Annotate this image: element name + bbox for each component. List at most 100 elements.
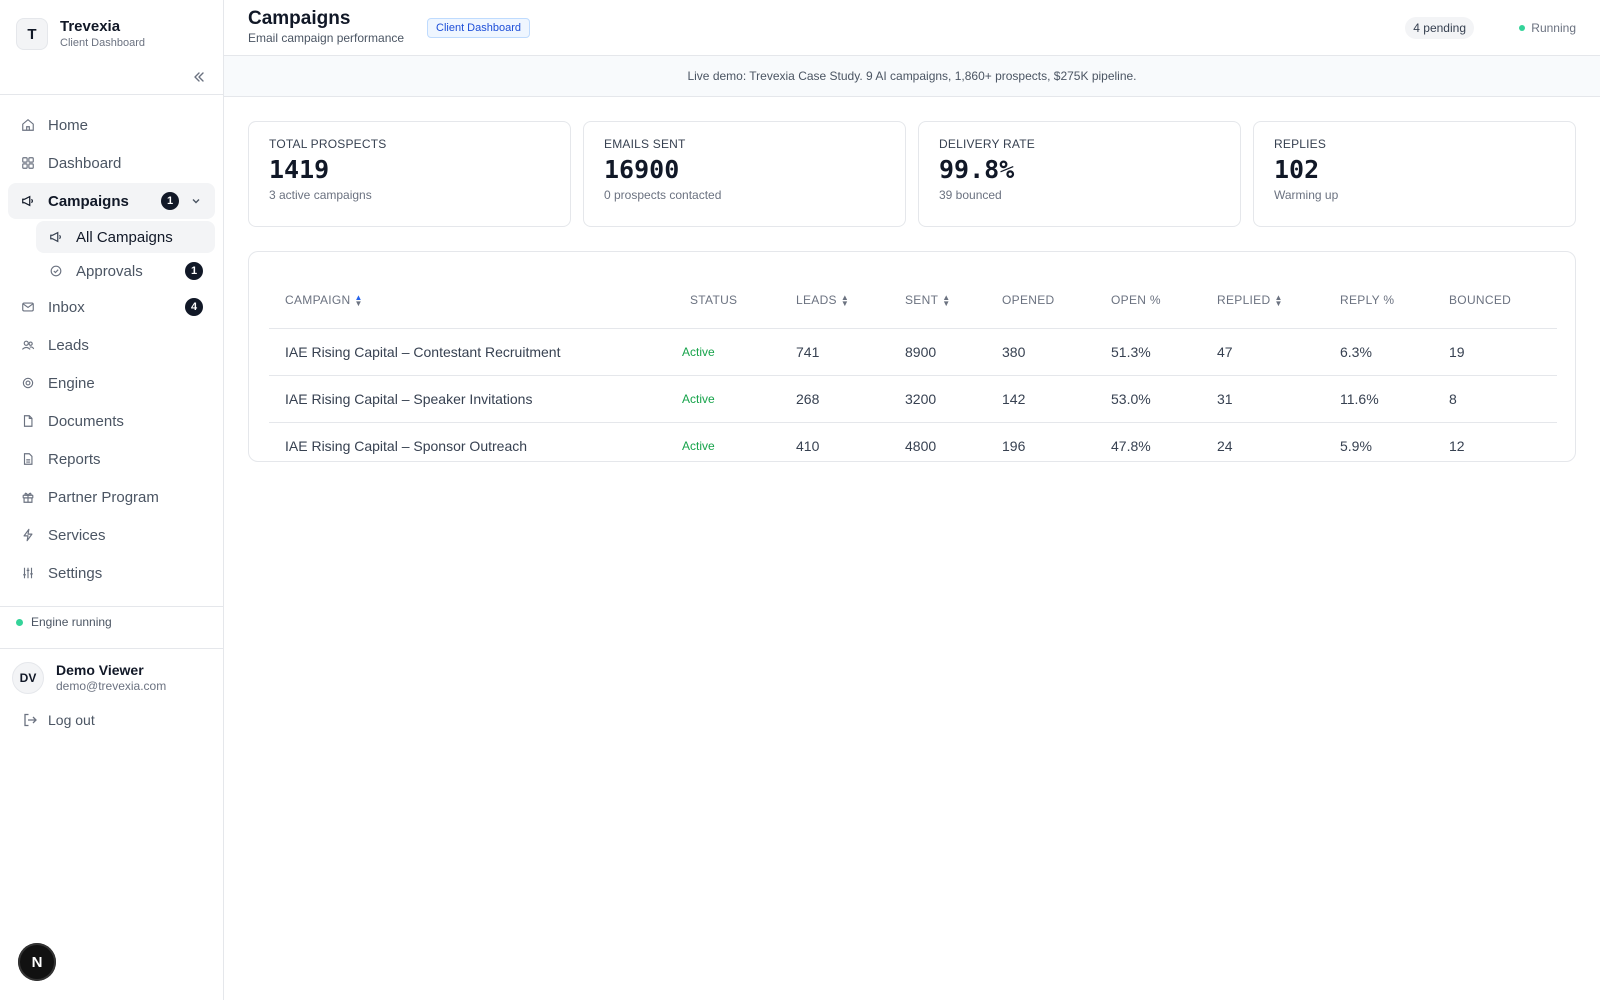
campaigns-table-card: CAMPAIGN ▲ ▼ STATUS LEADS ▲ ▼ SENT ▲ ▼ OPENED … bbox=[248, 251, 1576, 462]
sidebar-item-campaigns[interactable]: Campaigns 1 bbox=[8, 183, 215, 219]
cell-reply-rate: 11.6% bbox=[1324, 375, 1433, 423]
status-badge: Active bbox=[674, 328, 780, 376]
sidebar-item-all-campaigns[interactable]: All Campaigns bbox=[36, 221, 215, 253]
home-icon bbox=[20, 117, 36, 133]
sidebar-nav: Home Dashboard Campaigns 1 All Campaigns… bbox=[8, 107, 215, 593]
brand[interactable]: T Trevexia Client Dashboard bbox=[0, 0, 223, 68]
stat-cards: TOTAL PROSPECTS 1419 3 active campaigns … bbox=[248, 121, 1576, 227]
cell-replied: 47 bbox=[1201, 328, 1324, 376]
sidebar-item-label: Services bbox=[48, 526, 106, 544]
stat-note: 0 prospects contacted bbox=[604, 188, 722, 202]
column-header-opened: OPENED bbox=[986, 272, 1095, 329]
user-name: Demo Viewer bbox=[56, 662, 144, 678]
brand-name: Trevexia bbox=[60, 18, 121, 35]
sort-icon[interactable]: ▲ ▼ bbox=[1274, 292, 1283, 308]
cell-open-rate: 53.0% bbox=[1095, 375, 1201, 423]
sort-icon[interactable]: ▲ ▼ bbox=[354, 292, 363, 308]
stat-note: 39 bounced bbox=[939, 188, 1002, 202]
campaign-name[interactable]: IAE Rising Capital – Speaker Invitations bbox=[269, 375, 674, 423]
column-header-campaign[interactable]: CAMPAIGN ▲ ▼ bbox=[269, 272, 674, 329]
logout-button[interactable]: Log out bbox=[22, 712, 95, 728]
file-icon bbox=[20, 413, 36, 429]
stat-card-replies: REPLIES 102 Warming up bbox=[1253, 121, 1576, 227]
cog-icon bbox=[20, 375, 36, 391]
sidebar-item-approvals[interactable]: Approvals 1 bbox=[36, 255, 215, 287]
status-badge: Active bbox=[682, 438, 715, 453]
cell-replied: 31 bbox=[1201, 375, 1324, 423]
sidebar-item-dashboard[interactable]: Dashboard bbox=[8, 145, 215, 181]
engine-status-label: Engine running bbox=[31, 615, 112, 629]
client-dashboard-tag: Client Dashboard bbox=[427, 18, 530, 38]
gift-icon bbox=[20, 489, 36, 505]
check-circle-icon bbox=[48, 263, 64, 279]
user-profile[interactable]: DV Demo Viewer demo@trevexia.com bbox=[12, 662, 166, 694]
sidebar-item-partner-program[interactable]: Partner Program bbox=[8, 479, 215, 515]
column-header-sent[interactable]: SENT ▲ ▼ bbox=[889, 272, 986, 329]
stat-value: 1419 bbox=[269, 155, 330, 184]
sidebar-divider bbox=[0, 606, 223, 607]
sidebar-item-label: Engine bbox=[48, 374, 95, 392]
sidebar-item-home[interactable]: Home bbox=[8, 107, 215, 143]
brand-subtitle: Client Dashboard bbox=[60, 37, 145, 49]
sort-icon[interactable]: ▲ ▼ bbox=[942, 292, 951, 308]
cell-opened: 142 bbox=[986, 375, 1095, 423]
sidebar-item-label: Home bbox=[48, 116, 89, 134]
pending-badge[interactable]: 4 pending bbox=[1405, 17, 1474, 39]
cell-sent: 8900 bbox=[889, 328, 986, 376]
sidebar-item-reports[interactable]: Reports bbox=[8, 441, 215, 477]
stat-card-emails-sent: EMAILS SENT 16900 0 prospects contacted bbox=[583, 121, 906, 227]
sidebar-item-services[interactable]: Services bbox=[8, 517, 215, 553]
sidebar-item-label: Reports bbox=[48, 450, 101, 468]
sliders-icon bbox=[20, 565, 36, 581]
sidebar-item-inbox[interactable]: Inbox 4 bbox=[8, 289, 215, 325]
chevron-down-icon[interactable] bbox=[189, 194, 203, 208]
campaign-name[interactable]: IAE Rising Capital – Contestant Recruitm… bbox=[269, 328, 674, 376]
grid-icon bbox=[20, 155, 36, 171]
status-dot-icon bbox=[1519, 25, 1526, 31]
table-row[interactable]: IAE Rising Capital – Contestant Recruitm… bbox=[269, 328, 1557, 376]
sidebar-item-label: Leads bbox=[48, 336, 89, 354]
mail-icon bbox=[20, 299, 36, 315]
megaphone-icon bbox=[20, 193, 36, 209]
column-header-replied[interactable]: REPLIED ▲ ▼ bbox=[1201, 272, 1324, 329]
logout-icon bbox=[22, 712, 38, 728]
status-badge: Active bbox=[674, 375, 780, 423]
cell-bounced: 8 bbox=[1433, 375, 1557, 423]
stat-label: TOTAL PROSPECTS bbox=[269, 137, 387, 151]
cell-reply-rate: 6.3% bbox=[1324, 328, 1433, 376]
report-icon bbox=[20, 451, 36, 467]
status-dot-icon bbox=[16, 618, 23, 626]
campaigns-table: CAMPAIGN ▲ ▼ STATUS LEADS ▲ ▼ SENT ▲ ▼ OPENED … bbox=[269, 272, 1557, 469]
stat-value: 99.8% bbox=[939, 155, 1015, 184]
cell-open-rate: 51.3% bbox=[1095, 328, 1201, 376]
cell-bounced: 19 bbox=[1433, 328, 1557, 376]
cell-leads: 268 bbox=[780, 375, 889, 423]
table-row[interactable]: IAE Rising Capital – Sponsor Outreach Ac… bbox=[269, 422, 1557, 469]
sidebar-item-label: Settings bbox=[48, 564, 103, 582]
cell-leads: 741 bbox=[780, 328, 889, 376]
sidebar-item-documents[interactable]: Documents bbox=[8, 403, 215, 439]
stat-note: 3 active campaigns bbox=[269, 188, 372, 202]
cell-opened: 380 bbox=[986, 328, 1095, 376]
cell-reply-rate: 5.9% bbox=[1340, 437, 1372, 454]
stat-value: 16900 bbox=[604, 155, 680, 184]
cell-open-rate: 47.8% bbox=[1111, 437, 1151, 454]
column-header-bounced: BOUNCED bbox=[1433, 272, 1557, 329]
sidebar-divider bbox=[0, 648, 223, 649]
sidebar-item-label: Documents bbox=[48, 412, 124, 430]
megaphone-icon bbox=[48, 229, 64, 245]
column-header-leads[interactable]: LEADS ▲ ▼ bbox=[780, 272, 889, 329]
campaign-name[interactable]: IAE Rising Capital – Sponsor Outreach bbox=[285, 437, 528, 454]
cell-bounced: 12 bbox=[1449, 437, 1465, 454]
dev-tools-button[interactable]: N bbox=[18, 943, 56, 981]
sort-icon[interactable]: ▲ ▼ bbox=[840, 292, 850, 308]
table-row[interactable]: IAE Rising Capital – Speaker Invitations… bbox=[269, 375, 1557, 423]
column-header-open-rate: OPEN % bbox=[1095, 272, 1201, 329]
sidebar-item-label: Campaigns bbox=[48, 192, 129, 210]
collapse-sidebar-icon[interactable] bbox=[188, 66, 210, 88]
sidebar-item-leads[interactable]: Leads bbox=[8, 327, 215, 363]
sidebar-item-engine[interactable]: Engine bbox=[8, 365, 215, 401]
page-subtitle: Email campaign performance bbox=[248, 31, 405, 45]
sidebar-item-label: Approvals bbox=[76, 262, 143, 280]
sidebar-item-settings[interactable]: Settings bbox=[8, 555, 215, 591]
